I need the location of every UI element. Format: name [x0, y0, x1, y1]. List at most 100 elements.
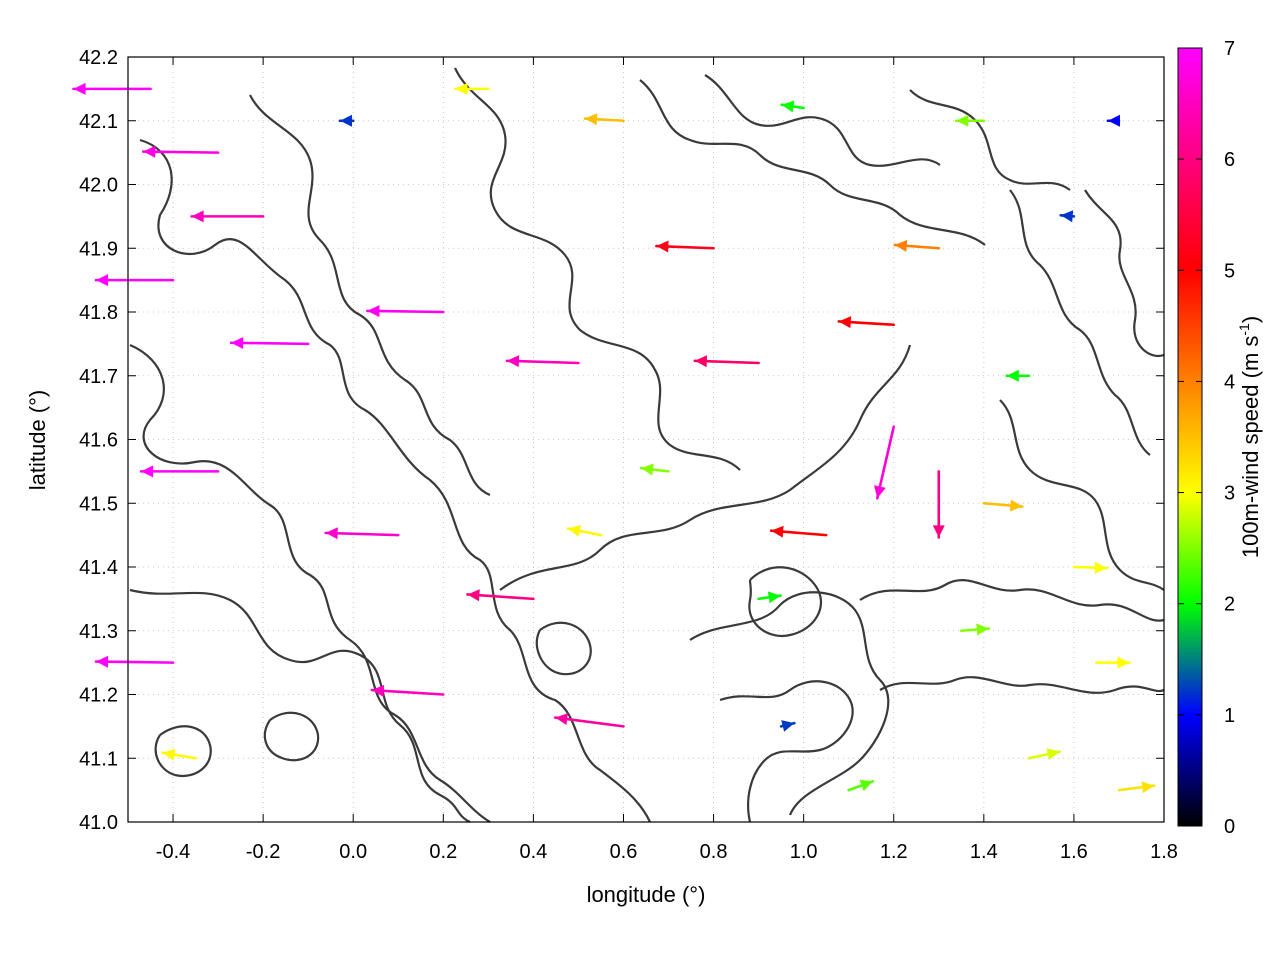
wind-vector [566, 524, 603, 537]
x-tick-label: 1.2 [880, 841, 908, 863]
terrain-contour [879, 676, 1165, 694]
wind-vector [366, 305, 445, 318]
terrain-contour [154, 725, 212, 778]
colorbar-label: 100m-wind speed (m s-1) [1236, 316, 1263, 558]
x-tick-label: 1.4 [970, 841, 998, 863]
wind-vector [874, 425, 896, 500]
terrain-contour [139, 138, 652, 823]
y-tick-label: 41.6 [79, 430, 118, 452]
terrain-contour [1009, 189, 1151, 456]
wind-vector [1095, 656, 1131, 669]
wind-vector [769, 525, 828, 538]
colorbar-label-superscript: -1 [1236, 323, 1252, 336]
wind-vector [837, 316, 896, 329]
wind-vector [1117, 781, 1156, 794]
wind-vector [960, 623, 991, 636]
terrain-contour [1084, 189, 1165, 358]
x-tick-label: -0.2 [246, 841, 280, 863]
y-tick-label: 41.8 [79, 302, 118, 324]
wind-vector [1027, 748, 1061, 761]
wind-vector [553, 713, 625, 728]
wind-vector [454, 82, 490, 95]
x-tick-label: 0.2 [429, 841, 457, 863]
y-axis-ticks: 41.0 41.1 41.2 41.3 41.4 41.5 41.6 41.7 41.8 41.9… [79, 47, 1164, 834]
y-tick-label: 41.0 [79, 812, 118, 834]
wind-vector [779, 720, 796, 732]
terrain-contour [499, 344, 912, 591]
wind-vector [505, 355, 580, 368]
wind-vector [141, 145, 220, 158]
colorbar [1177, 47, 1203, 827]
colorbar-tick-label: 5 [1224, 260, 1235, 282]
wind-vector [94, 655, 175, 668]
x-axis-label: longitude (°) [587, 882, 706, 907]
x-tick-label: 1.0 [790, 841, 818, 863]
wind-vector [466, 589, 535, 602]
colorbar-tick-label: 2 [1224, 594, 1235, 616]
terrain-contour [999, 399, 1165, 591]
wind-vector [639, 463, 670, 476]
wind-vector [583, 113, 625, 126]
x-tick-label: -0.4 [156, 841, 190, 863]
wind-vector [1059, 210, 1076, 223]
x-axis-ticks: -0.4 -0.2 0.0 0.2 0.4 0.6 0.8 1.0 1.2 1.4 1.6 1.8 [156, 57, 1178, 863]
wind-vector [324, 527, 400, 540]
colorbar-tick-label: 1 [1224, 705, 1235, 727]
terrain-contour [263, 711, 320, 762]
y-tick-label: 41.2 [79, 685, 118, 707]
terrain-contour [909, 89, 1071, 191]
terrain-contour [704, 74, 941, 167]
colorbar-ticks: 0 1 2 3 4 5 6 7 [1178, 38, 1235, 838]
wind-vector [1106, 114, 1121, 127]
terrain-contour [129, 588, 471, 823]
terrain-contour [639, 79, 986, 246]
terrain-contour [859, 579, 1165, 622]
x-tick-label: 1.8 [1150, 841, 1178, 863]
terrain-contours [129, 67, 1165, 823]
x-tick-label: 0.0 [339, 841, 367, 863]
colorbar-tick-label: 0 [1224, 816, 1235, 838]
x-tick-label: 0.6 [610, 841, 638, 863]
wind-vector [982, 499, 1024, 512]
wind-vector [94, 274, 175, 287]
colorbar-tick-label: 6 [1224, 149, 1235, 171]
terrain-contour [129, 343, 491, 823]
y-tick-label: 41.1 [79, 748, 118, 770]
grid [128, 56, 1165, 823]
wind-vector [1072, 561, 1109, 574]
wind-vector [338, 114, 355, 127]
wind-vector [370, 684, 445, 697]
y-tick-label: 41.9 [79, 238, 118, 260]
y-axis-label: latitude (°) [25, 390, 50, 491]
terrain-contour [249, 94, 491, 497]
x-tick-label: 0.4 [519, 841, 547, 863]
y-tick-label: 42.1 [79, 111, 118, 133]
y-tick-label: 41.7 [79, 366, 118, 388]
terrain-contour [535, 621, 592, 676]
y-tick-label: 42.0 [79, 175, 118, 197]
wind-vector [780, 100, 805, 113]
x-tick-label: 0.8 [700, 841, 728, 863]
colorbar-tick-label: 3 [1224, 483, 1235, 505]
terrain-contour [748, 566, 822, 638]
wind-vector [932, 470, 945, 539]
wind-vector [1005, 369, 1031, 382]
terrain-contour [719, 680, 854, 823]
wind-vector [757, 591, 782, 604]
wind-vector [229, 336, 310, 349]
x-tick-label: 1.6 [1060, 841, 1088, 863]
colorbar-tick-label: 7 [1224, 38, 1235, 60]
y-tick-label: 41.4 [79, 557, 118, 579]
y-tick-label: 41.5 [79, 493, 118, 515]
y-tick-label: 42.2 [79, 47, 118, 69]
wind-vector [655, 240, 715, 253]
y-tick-label: 41.3 [79, 621, 118, 643]
wind-vector [693, 355, 760, 368]
terrain-contour [689, 591, 890, 816]
wind-vector [190, 210, 265, 223]
wind-vector [955, 114, 986, 127]
wind-vector [139, 465, 220, 478]
wind-vector [847, 779, 875, 792]
terrain-contour [454, 67, 741, 471]
